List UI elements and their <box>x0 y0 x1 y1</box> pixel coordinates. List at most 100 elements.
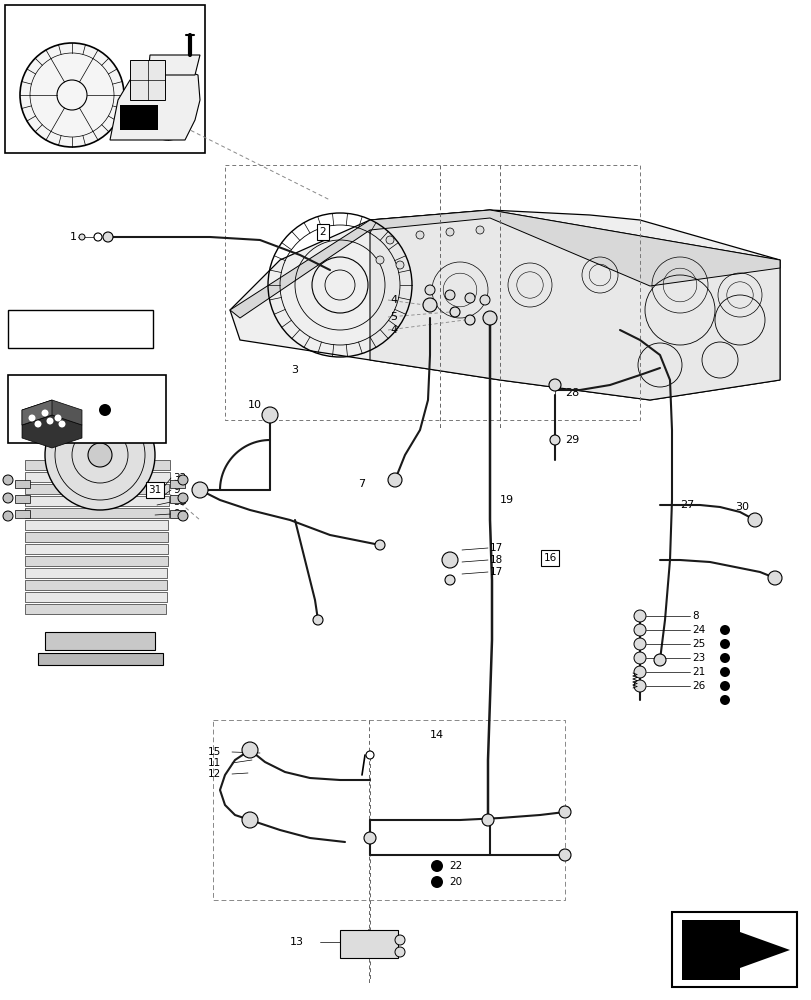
Circle shape <box>482 814 493 826</box>
Bar <box>25 484 169 494</box>
Circle shape <box>415 231 423 239</box>
Bar <box>25 604 166 614</box>
Circle shape <box>747 513 761 527</box>
Text: 16: 16 <box>543 553 556 563</box>
Circle shape <box>3 493 13 503</box>
Text: 25: 25 <box>691 639 705 649</box>
Circle shape <box>444 290 454 300</box>
Circle shape <box>719 639 729 649</box>
Circle shape <box>99 404 111 416</box>
Circle shape <box>41 410 49 416</box>
Text: 24: 24 <box>691 625 705 635</box>
Bar <box>169 495 185 503</box>
Bar <box>25 592 166 602</box>
Circle shape <box>424 285 435 295</box>
Circle shape <box>445 228 453 236</box>
Circle shape <box>79 234 85 240</box>
Circle shape <box>46 418 54 424</box>
Circle shape <box>34 420 41 428</box>
Text: 13: 13 <box>290 937 303 947</box>
Circle shape <box>449 307 460 317</box>
Circle shape <box>385 236 393 244</box>
Text: 9: 9 <box>173 509 179 519</box>
Circle shape <box>431 876 443 888</box>
Circle shape <box>719 625 729 635</box>
Circle shape <box>94 233 102 241</box>
Bar <box>25 544 168 554</box>
Circle shape <box>242 742 258 758</box>
Bar <box>15 495 30 503</box>
Text: 18: 18 <box>489 555 503 565</box>
Bar <box>169 480 185 488</box>
Circle shape <box>558 806 570 818</box>
Bar <box>8 375 165 443</box>
Circle shape <box>3 475 13 485</box>
Text: 27: 27 <box>679 500 693 510</box>
Text: 4: 4 <box>389 295 397 305</box>
Text: 5: 5 <box>389 312 397 322</box>
Polygon shape <box>681 920 789 980</box>
Bar <box>25 568 167 578</box>
Text: 22: 22 <box>448 861 461 871</box>
Text: 14: 14 <box>430 730 444 740</box>
Circle shape <box>28 414 36 422</box>
Circle shape <box>633 624 646 636</box>
Circle shape <box>242 812 258 828</box>
Circle shape <box>178 475 188 485</box>
Text: 20: 20 <box>448 877 461 887</box>
Text: 30: 30 <box>734 502 748 512</box>
Circle shape <box>719 695 729 705</box>
Bar <box>25 556 167 566</box>
Circle shape <box>633 680 646 692</box>
Circle shape <box>45 400 155 510</box>
Circle shape <box>548 379 560 391</box>
Circle shape <box>767 571 781 585</box>
Text: 4: 4 <box>389 325 397 335</box>
Circle shape <box>441 552 457 568</box>
Text: 17: 17 <box>489 567 503 577</box>
Bar <box>25 508 169 518</box>
Circle shape <box>103 232 113 242</box>
Text: 2: 2 <box>320 227 326 237</box>
Bar <box>45 632 155 650</box>
Circle shape <box>633 652 646 664</box>
Text: 10: 10 <box>247 400 262 410</box>
Text: KIT: KIT <box>28 429 41 435</box>
Circle shape <box>479 295 489 305</box>
Polygon shape <box>148 55 200 75</box>
Bar <box>5 5 204 153</box>
Polygon shape <box>22 400 52 425</box>
Bar <box>340 930 397 958</box>
Circle shape <box>475 226 483 234</box>
Text: 23: 23 <box>691 653 705 663</box>
Text: 1.32.8/02 02A: 1.32.8/02 02A <box>43 324 117 334</box>
Text: 32: 32 <box>173 473 186 483</box>
Circle shape <box>146 96 190 140</box>
Bar <box>25 580 167 590</box>
Circle shape <box>375 540 384 550</box>
Bar <box>15 510 30 518</box>
Circle shape <box>54 414 62 422</box>
Bar <box>38 653 163 665</box>
Text: 15: 15 <box>208 747 221 757</box>
Bar <box>15 480 30 488</box>
Circle shape <box>719 667 729 677</box>
Circle shape <box>719 653 729 663</box>
Text: 33: 33 <box>173 497 186 507</box>
Text: KIT: KIT <box>58 429 71 435</box>
Circle shape <box>653 654 665 666</box>
Circle shape <box>444 575 454 585</box>
Circle shape <box>431 860 443 872</box>
Text: 1: 1 <box>70 232 77 242</box>
Bar <box>25 460 169 470</box>
Bar <box>8 310 152 348</box>
Circle shape <box>465 293 474 303</box>
Bar <box>130 60 165 100</box>
Text: 3: 3 <box>290 365 298 375</box>
Text: = 6: = 6 <box>117 403 139 416</box>
Circle shape <box>465 315 474 325</box>
Text: 7: 7 <box>358 479 365 489</box>
Text: 26: 26 <box>691 681 705 691</box>
Circle shape <box>558 849 570 861</box>
Circle shape <box>394 935 405 945</box>
